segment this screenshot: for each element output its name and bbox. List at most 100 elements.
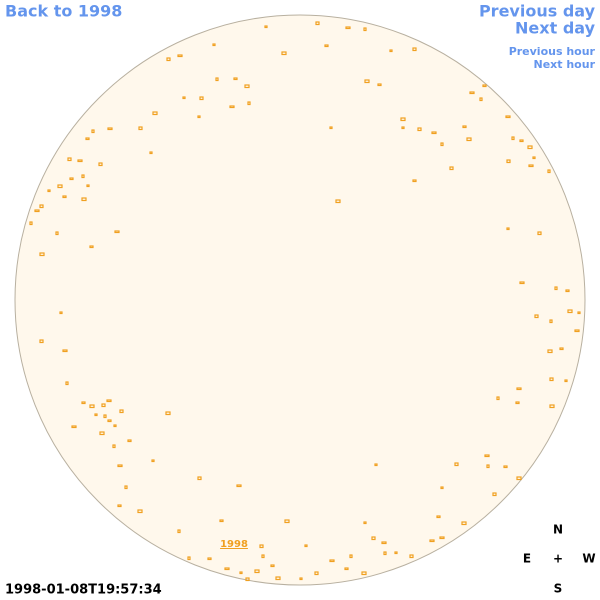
feature-contour [519,281,525,285]
feature-contour [519,139,524,143]
feature-contour [528,164,534,168]
feature-contour [554,286,558,291]
feature-contour [462,125,467,129]
feature-contour [363,521,367,525]
feature-contour [177,54,183,58]
feature-contour [117,464,123,468]
feature-contour [81,197,87,202]
feature-contour [219,519,224,523]
feature-contour [264,25,268,29]
disk-label-link[interactable]: 1998 [220,539,248,550]
back-link[interactable]: Back to 1998 [5,2,122,21]
feature-contour [215,77,219,82]
feature-contour [482,84,487,88]
feature-contour [503,465,508,469]
feature-contours [29,21,581,582]
feature-contour [486,464,490,469]
feature-contour [106,399,112,403]
feature-contour [71,425,77,429]
feature-contour [114,230,120,234]
feature-contour [505,115,511,119]
feature-contour [212,43,216,47]
feature-contour [484,454,490,458]
feature-contour [138,126,143,131]
feature-contour [515,401,520,405]
feature-contour [259,544,264,549]
feature-contour [77,159,83,163]
feature-contour [516,387,522,391]
feature-contour [244,84,250,89]
feature-contour [537,231,542,236]
previous-hour-link[interactable]: Previous hour [509,45,596,58]
feature-contour [361,571,367,576]
feature-contour [299,577,303,581]
solar-disk [14,14,586,586]
feature-contour [197,476,202,481]
feature-contour [429,539,435,543]
feature-contour [117,504,122,508]
feature-contour [417,127,422,132]
feature-contour [492,492,497,497]
feature-contour [39,204,44,209]
compass-west: W [582,552,595,566]
feature-contour [574,329,580,333]
feature-contour [516,476,522,481]
feature-contour [29,221,33,226]
feature-contour [440,486,444,490]
feature-contour [559,347,564,351]
compass-north: N [553,523,563,537]
feature-contour [86,184,90,188]
feature-contour [182,96,186,100]
feature-contour [165,411,171,416]
previous-day-link[interactable]: Previous day [479,2,596,21]
feature-contour [329,559,335,563]
feature-contour [254,569,260,574]
feature-contour [315,21,320,26]
feature-contour [98,162,103,167]
feature-contour [345,26,351,30]
feature-contour [383,551,387,556]
feature-contour [62,195,67,199]
feature-contour [400,117,406,122]
feature-contour [496,396,500,401]
feature-contour [565,289,570,293]
feature-contour [149,151,153,155]
feature-contour [229,105,235,109]
feature-contour [65,381,69,386]
feature-contour [177,529,181,534]
feature-contour [236,484,242,488]
feature-contour [377,83,382,87]
feature-contour [247,101,251,106]
next-day-link[interactable]: Next day [515,19,596,38]
feature-contour [371,536,376,541]
feature-contour [461,521,467,526]
next-hour-link[interactable]: Next hour [534,58,596,71]
feature-contour [431,131,437,135]
feature-contour [344,567,349,571]
feature-contour [567,309,573,314]
feature-contour [197,115,201,119]
feature-contour [532,156,536,160]
feature-contour [113,424,117,428]
feature-contour [245,577,250,582]
feature-contour [239,571,243,575]
feature-contour [412,47,417,52]
feature-contour [275,576,281,581]
feature-contour [137,509,143,514]
feature-contour [549,377,554,382]
feature-contour [527,145,533,150]
feature-contour [511,136,515,141]
feature-contour [469,91,475,95]
feature-contour [107,419,112,423]
feature-contour [549,319,553,324]
feature-contour [439,536,445,540]
feature-contour [94,413,98,417]
feature-contour [389,49,393,53]
feature-contour [479,97,483,102]
feature-contour [454,462,459,467]
feature-contour [207,557,212,561]
feature-contour [261,554,265,559]
feature-contour [281,51,287,56]
feature-contour [329,126,333,130]
